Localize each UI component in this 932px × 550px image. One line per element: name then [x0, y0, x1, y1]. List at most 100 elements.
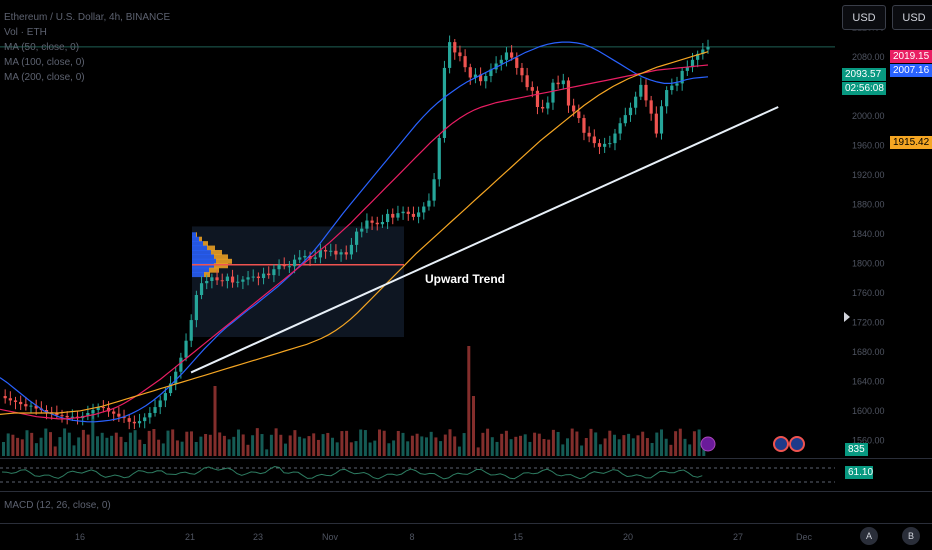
candle-body: [132, 421, 136, 424]
candle-body: [19, 401, 23, 405]
volume-bar: [161, 443, 165, 456]
volume-bar: [124, 442, 128, 456]
candle-body: [101, 407, 105, 409]
x-tick-label: 20: [623, 532, 633, 542]
volume-bar: [425, 437, 428, 456]
candle-body: [323, 250, 328, 252]
volume-bar: [664, 438, 668, 456]
volume-bar: [72, 445, 76, 456]
volume-bar: [185, 431, 189, 456]
candle-body: [385, 213, 390, 223]
volume-bar: [401, 432, 405, 456]
volume-bar: [453, 436, 457, 456]
candle-body: [499, 59, 503, 64]
candle-body: [572, 105, 576, 112]
candle-body: [432, 179, 436, 201]
volume-bar: [660, 429, 663, 456]
volume-bar: [133, 430, 137, 456]
volume-bar: [514, 436, 518, 456]
volume-bar: [222, 435, 226, 456]
volume-profile-bar: [192, 241, 203, 247]
candle-body: [174, 371, 178, 384]
candle-body: [608, 143, 612, 145]
volume-profile-bar: [192, 263, 214, 269]
volume-bar: [472, 396, 475, 456]
volume-bar: [570, 428, 574, 456]
volume-bar: [2, 442, 5, 456]
volume-profile-bar: [192, 267, 209, 273]
macd-legend: MACD (12, 26, close, 0): [4, 500, 111, 511]
volume-profile-bar: [207, 245, 215, 251]
nav-button-a[interactable]: A: [860, 527, 878, 545]
candle-body: [551, 82, 555, 103]
trendline: [190, 106, 779, 374]
x-tick-label: 15: [513, 532, 523, 542]
volume-bar: [260, 434, 264, 456]
candle-body: [205, 281, 209, 284]
volume-bar: [655, 432, 659, 456]
candle-body: [510, 52, 514, 58]
candle-body: [65, 415, 69, 418]
volume-bar: [617, 439, 621, 456]
candle-body: [494, 63, 498, 70]
volume-bar: [683, 438, 687, 456]
candle-body: [153, 407, 157, 413]
volume-bar: [105, 437, 109, 456]
volume-bar: [246, 444, 250, 456]
volume-bar: [274, 428, 278, 456]
legend-symbol: Ethereum / U.S. Dollar, 4h, BINANCE: [4, 12, 171, 23]
candle-body: [613, 133, 617, 144]
volume-bar: [241, 434, 245, 456]
currency-button-2[interactable]: USD: [892, 5, 932, 30]
candle-body: [220, 280, 224, 282]
candle-body: [334, 250, 338, 255]
candle-body: [628, 107, 633, 116]
volume-bar: [692, 431, 696, 456]
volume-bar: [476, 447, 480, 456]
macd-pane-separator: [0, 523, 932, 524]
candle-body: [8, 398, 12, 401]
candle-body: [261, 273, 266, 279]
volume-bar: [608, 430, 612, 456]
candle-body: [34, 405, 38, 409]
volume-bar: [410, 435, 414, 456]
volume-bar: [194, 441, 198, 456]
candle-body: [272, 269, 276, 276]
volume-bar: [359, 429, 363, 456]
x-tick-label: Nov: [322, 532, 339, 542]
rsi-pane-separator: [0, 491, 932, 492]
candle-body: [24, 404, 28, 407]
candle-body: [194, 295, 198, 321]
candle-body: [86, 412, 90, 416]
volume-bar: [467, 346, 471, 456]
candle-body: [55, 412, 59, 416]
volume-bar: [86, 434, 90, 456]
volume-bar: [77, 437, 81, 456]
nav-button-b[interactable]: B: [902, 527, 920, 545]
volume-bar: [39, 437, 43, 456]
volume-bar: [462, 433, 466, 456]
candle-body: [251, 276, 255, 278]
volume-bar: [218, 432, 222, 456]
ma100-line: [0, 64, 709, 420]
volume-bar: [237, 429, 240, 456]
last-price-tag: 2093.57: [842, 68, 886, 81]
y-tick-label: 1760.00: [852, 288, 885, 298]
volume-profile-bar: [203, 241, 208, 247]
x-tick-label: 8: [409, 532, 414, 542]
volume-bar: [547, 439, 551, 456]
candle-body: [158, 400, 162, 408]
volume-bar: [490, 437, 494, 456]
us-flag-icon: [773, 436, 789, 452]
candle-body: [349, 244, 354, 255]
currency-button-1[interactable]: USD: [842, 5, 886, 30]
volume-bar: [537, 433, 541, 456]
volume-bar: [420, 436, 424, 456]
candle-body: [303, 255, 307, 258]
candle-body: [401, 211, 405, 214]
legend: Ethereum / U.S. Dollar, 4h, BINANCE Vol …: [4, 10, 170, 85]
legend-volume: Vol · ETH: [4, 27, 47, 38]
candle-body: [184, 340, 188, 358]
lightning-icon: [700, 436, 716, 452]
